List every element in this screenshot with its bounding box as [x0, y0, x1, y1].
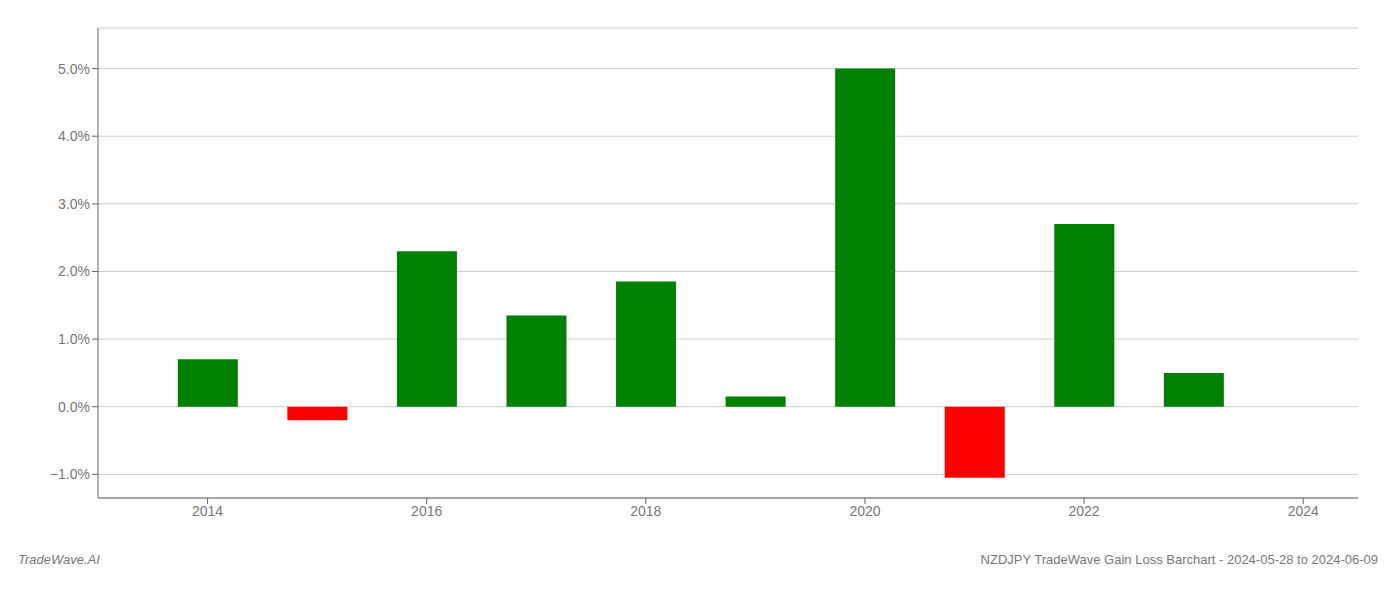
- svg-text:2022: 2022: [1069, 503, 1100, 519]
- html-text:TradeWave.AI: TradeWave.AI: [18, 552, 100, 567]
- svg-text:2.0%: 2.0%: [58, 263, 90, 279]
- svg-text:2014: 2014: [192, 503, 223, 519]
- svg-text:2020: 2020: [849, 503, 880, 519]
- svg-text:2024: 2024: [1288, 503, 1319, 519]
- svg-text:1.0%: 1.0%: [58, 331, 90, 347]
- svg-text:4.0%: 4.0%: [58, 128, 90, 144]
- html-text:NZDJPY TradeWave Gain Loss Bar: NZDJPY TradeWave Gain Loss Barchart - 20…: [980, 552, 1378, 567]
- svg-text:2016: 2016: [411, 503, 442, 519]
- svg-text:−1.0%: −1.0%: [50, 466, 90, 482]
- svg-text:0.0%: 0.0%: [58, 399, 90, 415]
- svg-text:5.0%: 5.0%: [58, 61, 90, 77]
- svg-text:3.0%: 3.0%: [58, 196, 90, 212]
- svg-text:2018: 2018: [630, 503, 661, 519]
